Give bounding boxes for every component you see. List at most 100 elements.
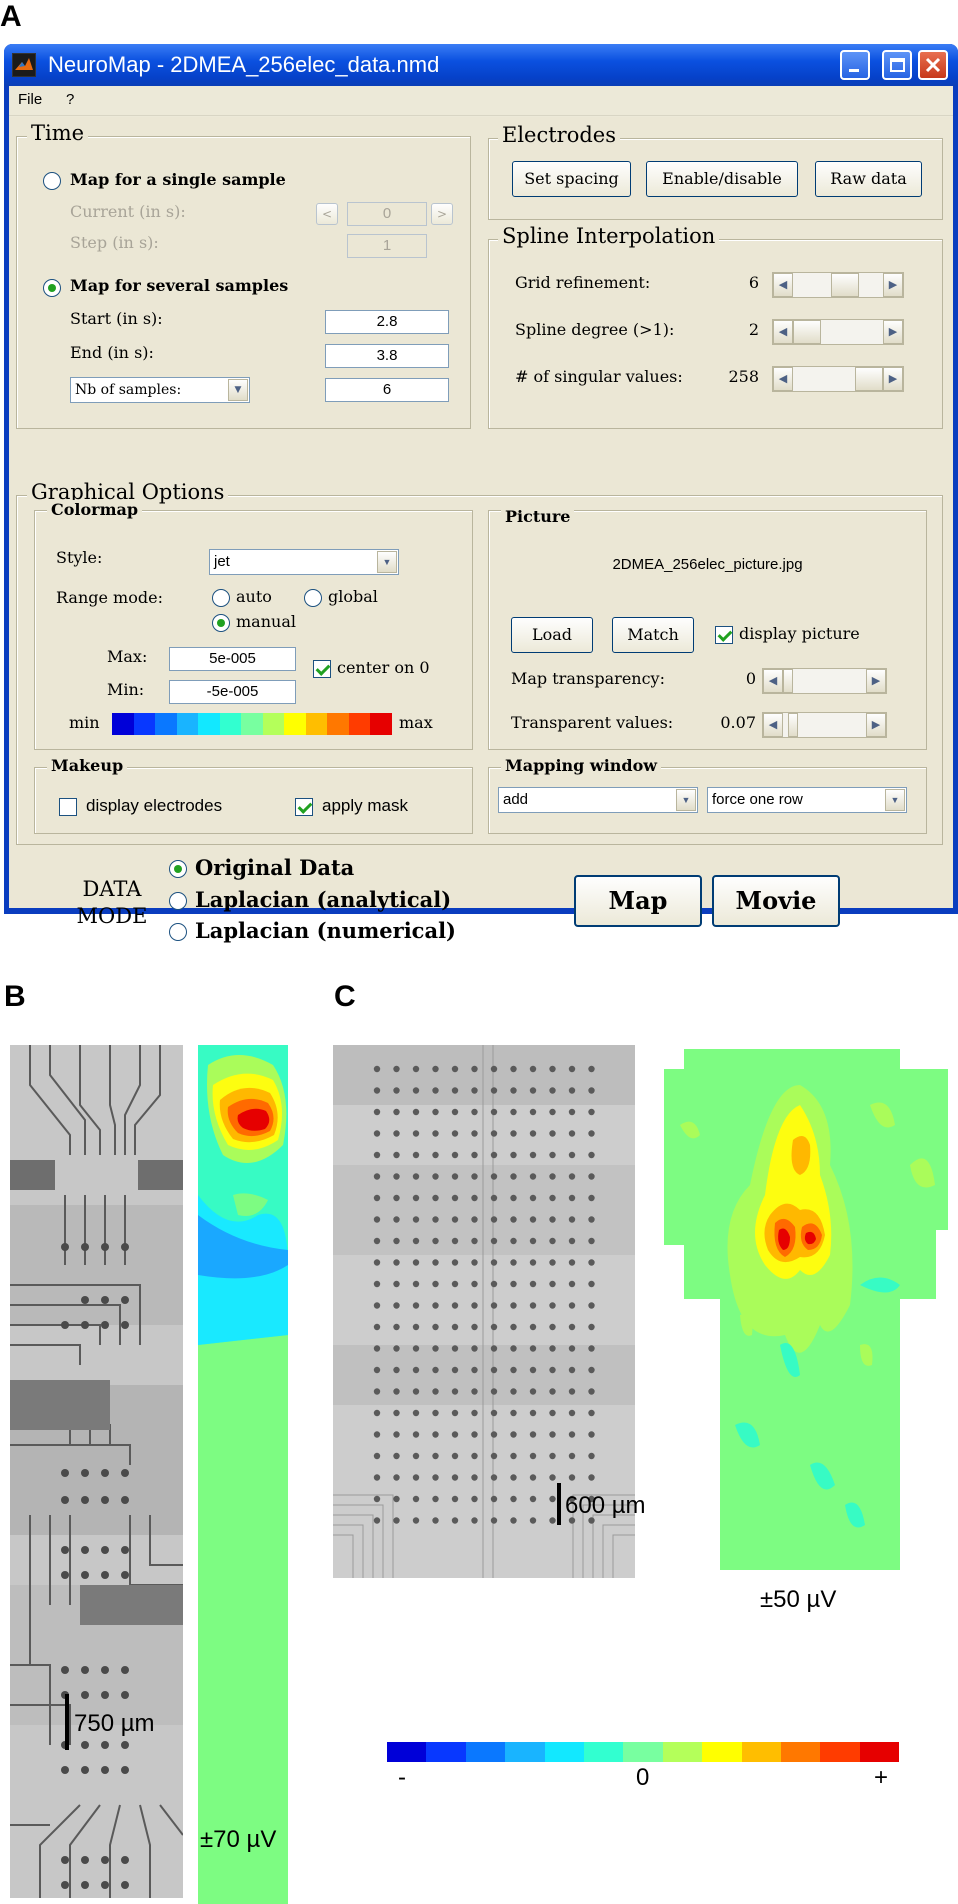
- arrow-right-icon[interactable]: ▶: [883, 320, 903, 344]
- arrow-left-icon[interactable]: ◀: [773, 273, 793, 297]
- electrode-dot: [568, 1388, 576, 1395]
- electrode-dot: [549, 1216, 556, 1223]
- electrode-dot: [588, 1108, 595, 1116]
- raw-data-button[interactable]: Raw data: [815, 161, 922, 197]
- electrode-dot: [432, 1237, 439, 1245]
- spline-degree-label: Spline degree (>1):: [515, 320, 675, 339]
- colormap-swatch: [155, 713, 177, 735]
- slider-thumb[interactable]: [793, 320, 821, 344]
- menu-help[interactable]: ?: [66, 91, 75, 108]
- electrode-dot: [568, 1259, 576, 1266]
- prev-button[interactable]: <: [316, 203, 338, 225]
- electrode-dot: [588, 1431, 595, 1438]
- menu-file[interactable]: File: [18, 91, 43, 108]
- electrode-dot: [588, 1280, 595, 1288]
- display-picture-checkbox[interactable]: [715, 626, 733, 644]
- electrode-dot: [471, 1388, 478, 1395]
- start-input[interactable]: 2.8: [325, 310, 449, 334]
- arrow-right-icon[interactable]: ▶: [866, 669, 886, 693]
- electrode-dot: [549, 1087, 556, 1094]
- electrode-dot: [451, 1130, 459, 1137]
- map-transparency-slider[interactable]: ◀ ▶: [762, 668, 887, 694]
- laplacian-analytical-label: Laplacian (analytical): [195, 887, 452, 912]
- electrode-dot: [373, 1280, 381, 1288]
- next-button[interactable]: >: [431, 203, 453, 225]
- electrode-dot: [432, 1216, 439, 1223]
- original-data-radio[interactable]: [169, 860, 187, 878]
- figure-area: Time Map for a single sample Current (in…: [9, 117, 953, 943]
- laplacian-analytical-radio[interactable]: [169, 892, 187, 910]
- end-input[interactable]: 3.8: [325, 344, 449, 368]
- min-input[interactable]: -5e-005: [169, 680, 296, 704]
- colormap-swatch: [780, 1742, 821, 1762]
- electrode-dot: [588, 1474, 595, 1481]
- range-global-label: global: [328, 587, 378, 606]
- electrode-dot: [510, 1302, 517, 1309]
- step-input[interactable]: 1: [347, 234, 427, 258]
- apply-mask-checkbox[interactable]: [295, 798, 313, 816]
- load-button[interactable]: Load: [511, 617, 593, 653]
- row-mode-select[interactable]: force one row ▼: [707, 787, 907, 813]
- slider-thumb[interactable]: [831, 273, 860, 297]
- grid-refinement-slider[interactable]: ◀ ▶: [772, 272, 904, 298]
- style-label: Style:: [56, 548, 103, 567]
- electrode-dot: [510, 1216, 517, 1223]
- electrode-dot: [373, 1065, 381, 1073]
- nb-samples-select[interactable]: Nb of samples: ▼: [70, 377, 250, 403]
- electrode-dot: [588, 1409, 595, 1417]
- maximize-icon[interactable]: [882, 50, 912, 80]
- electrode-dot: [588, 1130, 595, 1137]
- electrode-dot: [588, 1517, 595, 1524]
- range-global-radio[interactable]: [304, 589, 322, 607]
- slider-thumb[interactable]: [788, 713, 799, 737]
- laplacian-numerical-radio[interactable]: [169, 923, 187, 941]
- style-select[interactable]: jet ▼: [209, 549, 399, 575]
- range-manual-radio[interactable]: [212, 614, 230, 632]
- current-input[interactable]: 0: [347, 202, 427, 226]
- electrode-dot: [549, 1409, 556, 1417]
- electrode-dot: [529, 1323, 537, 1331]
- max-input[interactable]: 5e-005: [169, 647, 296, 671]
- set-spacing-button[interactable]: Set spacing: [512, 161, 631, 197]
- electrode-dot: [471, 1173, 478, 1180]
- movie-button[interactable]: Movie: [712, 875, 840, 927]
- electrode-dot: [451, 1452, 459, 1460]
- map-button[interactable]: Map: [574, 875, 702, 927]
- match-button[interactable]: Match: [612, 617, 694, 653]
- spline-degree-slider[interactable]: ◀ ▶: [772, 319, 904, 345]
- nb-samples-input[interactable]: 6: [325, 378, 449, 402]
- electrode-dot: [432, 1495, 439, 1503]
- arrow-left-icon[interactable]: ◀: [763, 669, 783, 693]
- slider-thumb[interactable]: [855, 367, 883, 391]
- electrode-dot: [568, 1366, 576, 1374]
- arrow-left-icon[interactable]: ◀: [773, 367, 793, 391]
- electrode-dot: [373, 1194, 381, 1202]
- electrode-dot: [412, 1366, 420, 1374]
- arrow-right-icon[interactable]: ▶: [866, 713, 886, 737]
- electrode-dot: [568, 1452, 576, 1460]
- minimize-icon[interactable]: [840, 50, 870, 80]
- display-picture-label: display picture: [739, 624, 860, 643]
- arrow-left-icon[interactable]: ◀: [773, 320, 793, 344]
- arrow-left-icon[interactable]: ◀: [763, 713, 783, 737]
- singular-values-slider[interactable]: ◀ ▶: [772, 366, 904, 392]
- single-sample-radio[interactable]: [43, 172, 61, 190]
- slider-thumb[interactable]: [783, 669, 793, 693]
- range-auto-radio[interactable]: [212, 589, 230, 607]
- arrow-right-icon[interactable]: ▶: [883, 273, 903, 297]
- enable-disable-button[interactable]: Enable/disable: [646, 161, 798, 197]
- several-samples-radio[interactable]: [43, 279, 61, 297]
- center-on-zero-checkbox[interactable]: [313, 660, 331, 678]
- electrode-dot: [529, 1517, 537, 1524]
- electrode-dot: [432, 1452, 439, 1460]
- close-icon[interactable]: [918, 50, 948, 80]
- mapping-mode-select[interactable]: add ▼: [498, 787, 698, 813]
- electrode-dot: [490, 1194, 498, 1202]
- electrode-dot: [568, 1087, 576, 1094]
- arrow-right-icon[interactable]: ▶: [883, 367, 903, 391]
- transparent-values-slider[interactable]: ◀ ▶: [762, 712, 887, 738]
- electrode-dot: [471, 1259, 478, 1266]
- title-bar[interactable]: NeuroMap - 2DMEA_256elec_data.nmd: [4, 44, 958, 86]
- display-electrodes-checkbox[interactable]: [59, 798, 77, 816]
- electrode-dot: [412, 1452, 420, 1460]
